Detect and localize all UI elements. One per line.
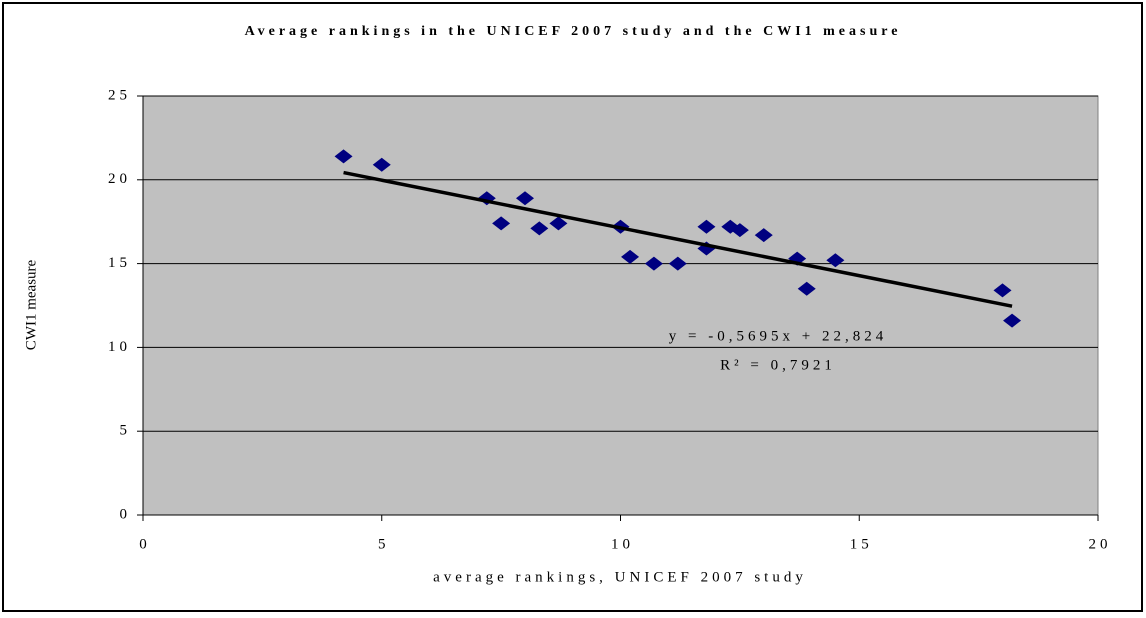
point — [754, 228, 773, 243]
y-tick-label: 15 — [108, 255, 131, 271]
trendline-r-squared: R² = 0,7921 — [720, 357, 836, 373]
x-tick-label: 10 — [611, 536, 634, 552]
point — [334, 149, 353, 164]
x-tick-label: 15 — [850, 536, 873, 552]
y-tick-label: 25 — [108, 87, 131, 103]
point — [621, 249, 640, 264]
point — [549, 216, 568, 231]
x-tick-label: 5 — [378, 536, 390, 552]
point — [730, 223, 749, 238]
trendline-equation: y = -0,5695x + 22,824 — [669, 328, 887, 344]
point — [644, 256, 663, 271]
point — [697, 219, 716, 234]
chart-title: Average rankings in the UNICEF 2007 stud… — [245, 24, 902, 39]
point — [993, 283, 1012, 298]
x-tick-label: 20 — [1089, 536, 1112, 552]
y-tick-label: 5 — [120, 423, 132, 439]
point — [530, 221, 549, 236]
x-tick-label: 0 — [139, 536, 151, 552]
point — [1003, 313, 1022, 328]
point — [826, 253, 845, 268]
plot-area — [142, 95, 1099, 516]
y-tick-label: 0 — [120, 506, 132, 522]
point — [516, 191, 534, 206]
y-axis-label: CWI1 measure — [23, 259, 39, 350]
point — [797, 281, 816, 296]
y-tick-label: 20 — [108, 171, 131, 187]
point — [668, 256, 687, 271]
y-tick-label: 10 — [108, 339, 131, 355]
point — [492, 216, 511, 231]
trendline — [343, 170, 1013, 308]
x-axis-label: average rankings, UNICEF 2007 study — [433, 569, 807, 585]
point — [372, 157, 391, 172]
